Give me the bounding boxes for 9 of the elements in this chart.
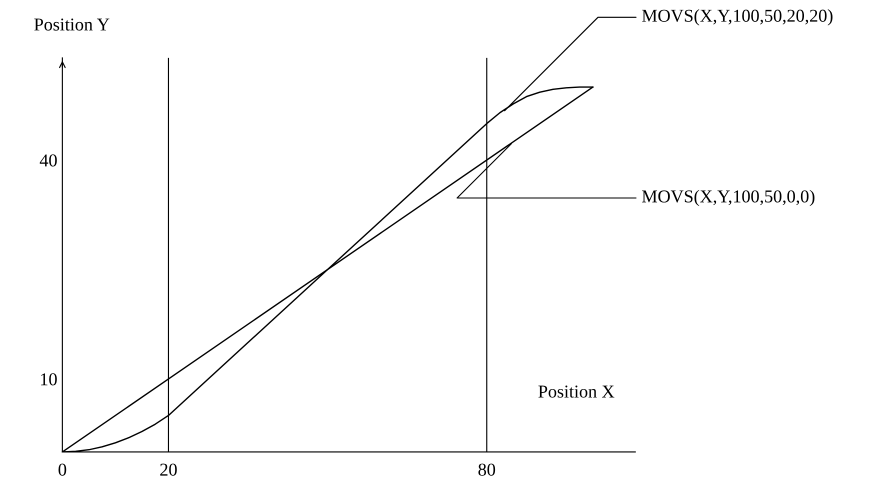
y-tick-label: 40 xyxy=(40,154,57,167)
annotation: MOVS(X,Y,100,50,20,20) xyxy=(642,9,832,26)
x-tick-label: 20 xyxy=(160,464,177,476)
x-axis-title: Position X xyxy=(538,386,614,398)
y-axis-title: Position Y xyxy=(34,18,110,31)
x-tick-label: 80 xyxy=(478,464,496,476)
annotation: MOVS(X,Y,100,50,0,0) xyxy=(642,190,814,206)
y-tick-label: 10 xyxy=(41,373,57,386)
x-tick-label: 0 xyxy=(58,464,66,476)
